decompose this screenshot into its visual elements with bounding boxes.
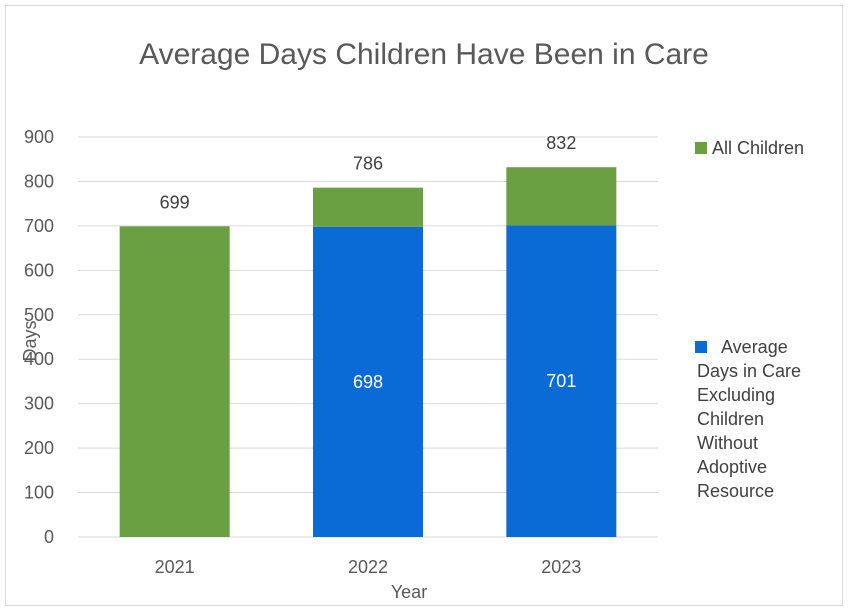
legend-label-average-days: Children xyxy=(697,409,764,429)
x-axis-title: Year xyxy=(391,582,427,602)
legend-swatch-average-days xyxy=(695,341,707,353)
chart-frame: Average Days Children Have Been in Care … xyxy=(5,5,843,606)
y-tick-label: 0 xyxy=(44,527,54,547)
x-tick-label: 2022 xyxy=(348,557,388,577)
y-tick-label: 900 xyxy=(24,127,54,147)
bar-all-children-2022 xyxy=(313,187,423,227)
legend: All Children Average Days in Care Excluding… xyxy=(695,138,804,501)
y-tick-label: 800 xyxy=(24,171,54,191)
y-axis-ticks: 0 100 200 300 400 500 600 700 800 900 xyxy=(24,127,54,547)
chart: Average Days Children Have Been in Care … xyxy=(20,38,804,602)
legend-label-average-days: Excluding xyxy=(697,385,775,405)
y-tick-label: 600 xyxy=(24,260,54,280)
y-tick-label: 700 xyxy=(24,216,54,236)
data-labels: 699 698 786 701 832 xyxy=(160,133,577,392)
y-axis-title: Days xyxy=(20,320,40,361)
y-tick-label: 400 xyxy=(24,349,54,369)
bar-all-children-2023 xyxy=(506,167,617,226)
legend-label-average-days: Without xyxy=(697,433,758,453)
bar-all-children-2021 xyxy=(119,226,230,538)
data-label-average-days-2023: 701 xyxy=(546,371,576,391)
legend-label-all-children: All Children xyxy=(712,138,804,158)
legend-label-average-days: Average xyxy=(721,337,788,357)
y-tick-label: 300 xyxy=(24,394,54,414)
legend-label-average-days: Adoptive xyxy=(697,457,767,477)
bars xyxy=(119,167,617,538)
data-label-average-days-2022: 698 xyxy=(353,372,383,392)
x-tick-label: 2023 xyxy=(541,557,581,577)
chart-title: Average Days Children Have Been in Care xyxy=(139,38,709,71)
x-tick-label: 2021 xyxy=(155,557,195,577)
y-tick-label: 100 xyxy=(24,483,54,503)
legend-swatch-all-children xyxy=(695,142,707,154)
data-label-all-children-2021: 699 xyxy=(160,192,190,212)
y-tick-label: 500 xyxy=(24,305,54,325)
y-tick-label: 200 xyxy=(24,438,54,458)
legend-label-average-days: Days in Care xyxy=(697,361,801,381)
bar-average-days-2023 xyxy=(506,225,617,537)
legend-label-average-days: Resource xyxy=(697,481,774,501)
data-label-all-children-2022: 786 xyxy=(353,154,383,174)
x-axis-ticks: 2021 2022 2023 xyxy=(155,557,582,577)
bar-average-days-2022 xyxy=(313,226,423,537)
data-label-all-children-2023: 832 xyxy=(546,133,576,153)
